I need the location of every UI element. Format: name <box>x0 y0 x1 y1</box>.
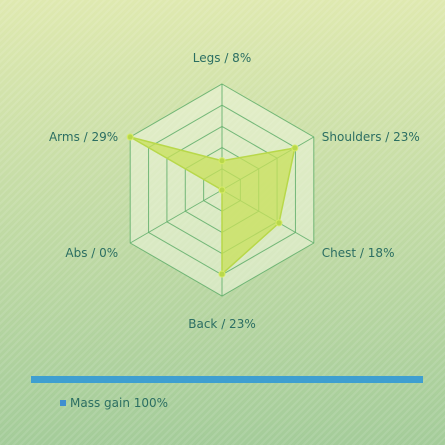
legend-swatch <box>60 400 66 406</box>
legend: Mass gain 100% <box>60 395 168 411</box>
legend-divider <box>31 376 423 383</box>
axis-label-legs: Legs / 8% <box>193 51 251 65</box>
axis-label-chest: Chest / 18% <box>322 246 395 260</box>
axis-label-abs: Abs / 0% <box>65 246 118 260</box>
axis-label-arms: Arms / 29% <box>49 130 118 144</box>
data-point-arms <box>126 133 134 141</box>
axis-label-back: Back / 23% <box>188 317 255 331</box>
axis-label-shoulders: Shoulders / 23% <box>322 130 420 144</box>
data-point-legs <box>218 157 226 165</box>
radar-spoke-abs <box>129 189 223 244</box>
data-point-abs <box>218 186 226 194</box>
radar-series <box>126 133 299 278</box>
data-point-chest <box>275 219 283 227</box>
data-point-back <box>218 270 226 278</box>
data-point-shoulders <box>291 144 299 152</box>
radar-axis-labels: Legs / 8% Shoulders / 23% Chest / 18% Back … <box>49 51 420 331</box>
legend-label: Mass gain 100% <box>70 396 169 410</box>
